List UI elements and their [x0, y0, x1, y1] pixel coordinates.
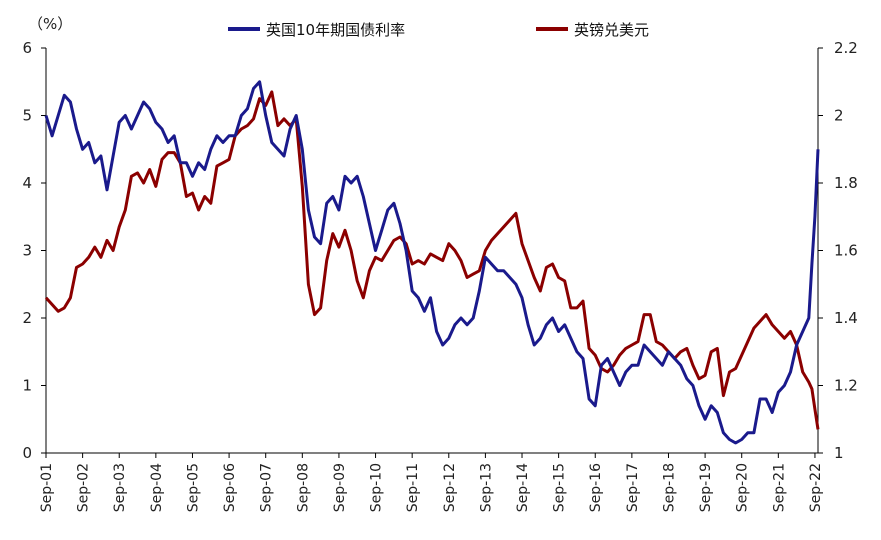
x-tick-label: Sep-22 — [808, 463, 824, 512]
x-tick-label: Sep-07 — [259, 463, 275, 512]
x-tick-label: Sep-12 — [442, 463, 458, 512]
right-tick-label: 2 — [834, 107, 844, 125]
x-tick-label: Sep-21 — [771, 463, 787, 512]
x-tick-label: Sep-06 — [222, 463, 238, 512]
left-tick-label: 5 — [22, 107, 32, 125]
legend-label-gbpusd: 英镑兑美元 — [574, 21, 649, 39]
x-axis-ticks: Sep-01 Sep-02 Sep-03 Sep-04 Sep-05 Sep-06 Sep-… — [39, 453, 824, 512]
right-tick-label: 1.8 — [834, 174, 858, 192]
left-axis-unit-label: （%） — [28, 15, 72, 33]
x-tick-label: Sep-15 — [552, 463, 568, 512]
left-tick-label: 0 — [22, 444, 32, 462]
right-tick-label: 1 — [834, 444, 844, 462]
right-tick-label: 1.4 — [834, 309, 858, 327]
x-tick-label: Sep-04 — [149, 463, 165, 512]
x-tick-label: Sep-13 — [478, 463, 494, 512]
x-tick-label: Sep-09 — [332, 463, 348, 512]
series-layer — [44, 80, 820, 445]
gbp-usd-line — [44, 90, 820, 430]
legend-label-gilt: 英国10年期国债利率 — [266, 21, 405, 39]
left-tick-label: 3 — [22, 242, 32, 260]
x-tick-label: Sep-02 — [76, 463, 92, 512]
legend: 英国10年期国债利率 英镑兑美元 — [228, 21, 649, 39]
x-tick-label: Sep-10 — [369, 463, 385, 512]
x-tick-label: Sep-08 — [295, 463, 311, 512]
left-tick-label: 6 — [22, 39, 32, 57]
left-tick-label: 4 — [22, 174, 32, 192]
right-tick-label: 1.6 — [834, 242, 858, 260]
x-tick-label: Sep-03 — [112, 463, 128, 512]
right-tick-label: 2.2 — [834, 39, 858, 57]
x-tick-label: Sep-05 — [185, 463, 201, 512]
x-tick-label: Sep-16 — [588, 463, 604, 512]
left-axis-ticks: 0 1 2 3 4 5 6 — [22, 39, 46, 462]
right-tick-label: 1.2 — [834, 377, 858, 395]
x-tick-label: Sep-11 — [405, 463, 421, 512]
gilt-10y-yield-line — [44, 80, 820, 445]
x-tick-label: Sep-17 — [625, 463, 641, 512]
x-tick-label: Sep-01 — [39, 463, 55, 512]
left-tick-label: 1 — [22, 377, 32, 395]
x-tick-label: Sep-18 — [661, 463, 677, 512]
x-tick-label: Sep-19 — [698, 463, 714, 512]
left-tick-label: 2 — [22, 309, 32, 327]
right-axis-ticks: 1 1.2 1.4 1.6 1.8 2 2.2 — [818, 39, 858, 462]
x-tick-label: Sep-14 — [515, 463, 531, 512]
x-tick-label: Sep-20 — [735, 463, 751, 512]
